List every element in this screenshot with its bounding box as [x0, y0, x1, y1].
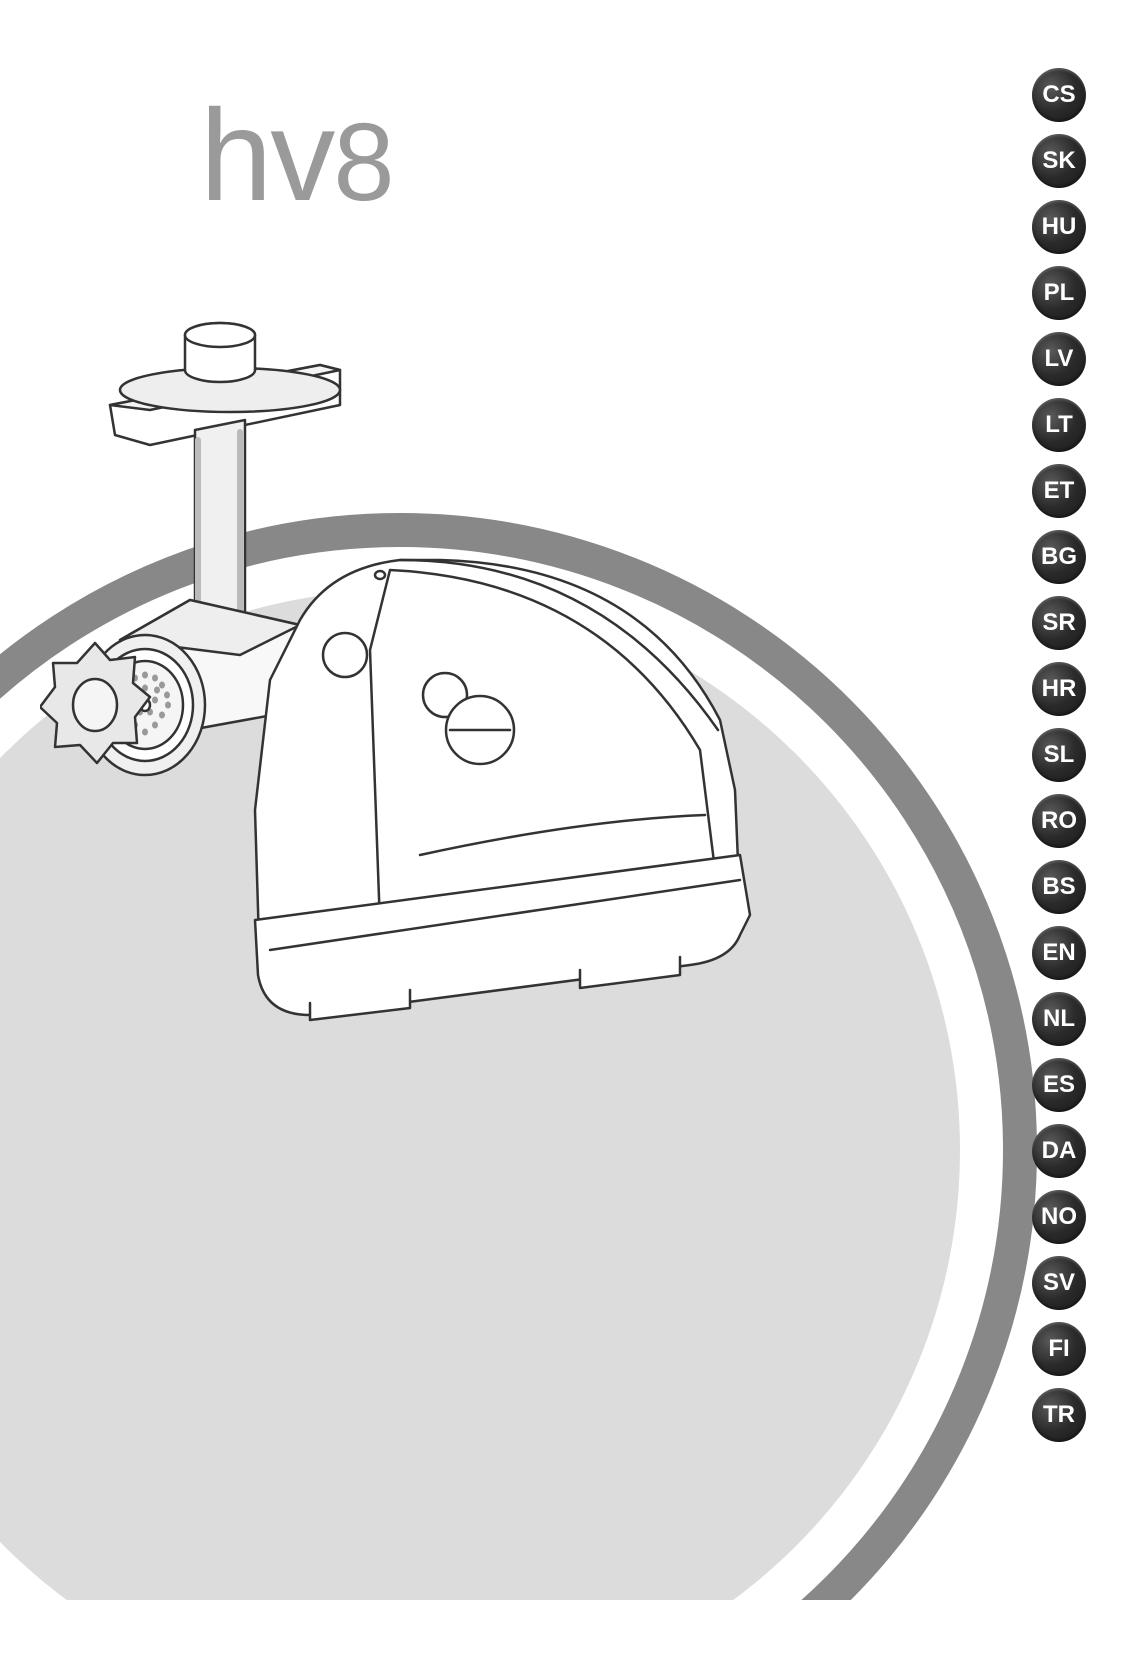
language-badge-sl[interactable]: SL: [1032, 728, 1086, 782]
meat-grinder-illustration: [40, 310, 800, 1070]
language-badge-sv[interactable]: SV: [1032, 1256, 1086, 1310]
language-badge-bs[interactable]: BS: [1032, 860, 1086, 914]
language-badge-tr[interactable]: TR: [1032, 1388, 1086, 1442]
manual-cover-page: hv8 CS SK HU PL LV LT ET BG SR HR SL RO …: [0, 0, 1126, 1600]
language-selector-column: CS SK HU PL LV LT ET BG SR HR SL RO BS E…: [1032, 68, 1086, 1442]
language-badge-no[interactable]: NO: [1032, 1190, 1086, 1244]
product-name-prefix: hv: [200, 82, 333, 228]
language-badge-bg[interactable]: BG: [1032, 530, 1086, 584]
language-badge-nl[interactable]: NL: [1032, 992, 1086, 1046]
language-badge-lt[interactable]: LT: [1032, 398, 1086, 452]
product-name-suffix: 8: [333, 101, 392, 224]
language-badge-ro[interactable]: RO: [1032, 794, 1086, 848]
language-badge-lv[interactable]: LV: [1032, 332, 1086, 386]
language-badge-hr[interactable]: HR: [1032, 662, 1086, 716]
product-model-title: hv8: [200, 80, 393, 230]
language-badge-hu[interactable]: HU: [1032, 200, 1086, 254]
language-badge-da[interactable]: DA: [1032, 1124, 1086, 1178]
language-badge-pl[interactable]: PL: [1032, 266, 1086, 320]
language-badge-sk[interactable]: SK: [1032, 134, 1086, 188]
language-badge-sr[interactable]: SR: [1032, 596, 1086, 650]
language-badge-en[interactable]: EN: [1032, 926, 1086, 980]
language-badge-fi[interactable]: FI: [1032, 1322, 1086, 1376]
language-badge-et[interactable]: ET: [1032, 464, 1086, 518]
language-badge-cs[interactable]: CS: [1032, 68, 1086, 122]
language-badge-es[interactable]: ES: [1032, 1058, 1086, 1112]
